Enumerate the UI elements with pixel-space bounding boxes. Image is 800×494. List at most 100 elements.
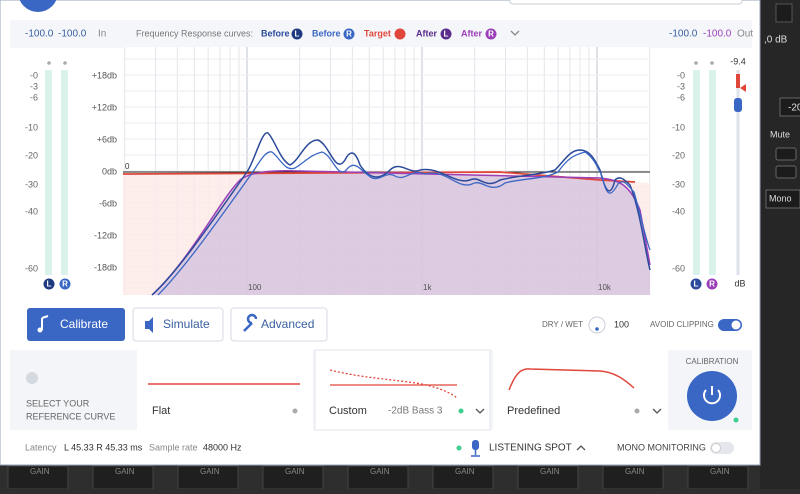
host-fader-box xyxy=(779,97,800,117)
host-side xyxy=(760,0,800,489)
reference-prompt: REFERENCE CURVE xyxy=(26,411,115,421)
gain-thumb[interactable] xyxy=(734,98,742,112)
toggle-knob xyxy=(731,320,741,330)
meter-led xyxy=(47,61,51,65)
gain-label: GAIN xyxy=(710,467,730,476)
meter-scale: -10 xyxy=(25,122,38,132)
y-labels: +18db +12db +6db 0db -6db -12db -18db xyxy=(92,70,117,272)
input-meter: -0-3-6 -10 -20 -30 -40 -60 L R xyxy=(25,61,71,290)
chevron[interactable] xyxy=(576,445,586,451)
host-button[interactable] xyxy=(775,3,793,23)
out-label: Out xyxy=(737,29,753,40)
legend-badge-text: R xyxy=(488,30,494,39)
meter-scale: -10 xyxy=(672,122,685,132)
legend-name[interactable]: Target xyxy=(364,28,391,38)
status-dot xyxy=(456,445,462,451)
predefined-label: Predefined xyxy=(507,405,560,417)
mic-icon xyxy=(471,450,480,457)
legend-name[interactable]: After xyxy=(416,28,437,38)
gain-label: GAIN xyxy=(625,467,645,476)
avoid-clipping-label: AVOID CLIPPING xyxy=(650,320,714,329)
meter-scale: -30 xyxy=(25,179,38,189)
legend-name[interactable]: Before xyxy=(261,28,290,38)
meter-led xyxy=(694,61,698,65)
calibrate-button[interactable] xyxy=(27,308,125,341)
info-icon xyxy=(26,372,38,384)
dry-wet-label: DRY / WET xyxy=(542,320,583,329)
flat-label: Flat xyxy=(152,405,170,417)
chevron[interactable] xyxy=(475,408,485,414)
latency-value: L 45.33 R 45.33 ms xyxy=(64,442,143,452)
curves-label: Frequency Response curves: xyxy=(136,28,253,38)
output-unit: dB xyxy=(734,278,745,288)
gain-label: GAIN xyxy=(200,467,220,476)
listening-spot[interactable]: LISTENING SPOT xyxy=(489,443,572,454)
dry-wet-value: 100 xyxy=(614,319,629,329)
meter-scale: -30 xyxy=(672,179,685,189)
logo xyxy=(19,0,57,12)
legend-badge-text: R xyxy=(346,30,352,39)
meter-bar xyxy=(61,70,68,275)
channel-label: R xyxy=(709,280,715,289)
meter-scale: -40 xyxy=(672,206,685,216)
out-right: -100.0 xyxy=(703,29,732,40)
meter-scale: -6 xyxy=(677,92,685,102)
simulate-button[interactable] xyxy=(132,307,224,342)
before-r-curve xyxy=(157,151,651,296)
dry-wet-knob[interactable] xyxy=(588,316,606,334)
status-dot xyxy=(458,408,464,414)
status-dot xyxy=(634,408,640,414)
calibration-button[interactable] xyxy=(687,371,737,421)
status-bar xyxy=(10,432,752,462)
host-mixer: GAIN GAIN GAIN GAIN GAIN GAIN GAIN GAIN GAIN xyxy=(7,465,749,490)
meter-scale: -3 xyxy=(30,81,38,91)
predefined-preview xyxy=(508,368,635,391)
custom-label: Custom xyxy=(329,405,367,417)
y-label: +12db xyxy=(92,102,117,112)
gain-label: GAIN xyxy=(115,467,135,476)
meter-scale: -20 xyxy=(25,150,38,160)
y-label: 0db xyxy=(102,166,117,176)
meter-scale: -20 xyxy=(672,150,685,160)
legend-name[interactable]: Before xyxy=(312,28,341,38)
host-mute[interactable]: Mute xyxy=(770,129,790,139)
meter-scale: -0 xyxy=(30,70,38,80)
output-gain: -9.4 xyxy=(730,56,746,66)
calibration-label: CALIBRATION xyxy=(686,357,739,366)
note-icon xyxy=(37,327,43,333)
predefined-card[interactable] xyxy=(493,350,668,430)
chevron[interactable] xyxy=(652,408,662,414)
gain-label: GAIN xyxy=(540,467,560,476)
preset-box[interactable] xyxy=(509,0,743,5)
legend-chevron[interactable] xyxy=(510,30,520,36)
channel-label: L xyxy=(694,280,699,289)
custom-card[interactable] xyxy=(314,349,491,431)
host-toggle[interactable] xyxy=(775,147,797,161)
knob-dot xyxy=(595,327,599,331)
meter-bar xyxy=(45,70,52,275)
meter-scale: -0 xyxy=(677,70,685,80)
gain-label: GAIN xyxy=(370,467,390,476)
legend-badge xyxy=(440,28,452,40)
legend-badge-text: L xyxy=(295,30,300,39)
target-curve xyxy=(122,171,636,183)
flat-card[interactable] xyxy=(137,350,313,430)
host-mono-box[interactable] xyxy=(765,189,800,209)
output-meter: -0-3-6 -10 -20 -30 -40 -60 L R xyxy=(672,61,718,290)
custom-preset: -2dB Bass 3 xyxy=(388,406,443,417)
host-level: ,0 dB xyxy=(764,35,788,46)
after-fill xyxy=(152,170,650,295)
legend-badge xyxy=(394,28,406,40)
host-fader: -20 xyxy=(788,103,800,114)
x-label: 10k xyxy=(598,283,612,292)
host-toggle[interactable] xyxy=(775,165,797,179)
before-l-curve xyxy=(151,132,651,296)
after-curve xyxy=(151,170,651,296)
mono-monitoring-label: MONO MONITORING xyxy=(617,442,706,452)
channel-badge xyxy=(59,278,71,290)
x-labels: 100 1k 10k xyxy=(248,283,612,292)
legend-name[interactable]: After xyxy=(461,28,482,38)
gain-label: GAIN xyxy=(285,467,305,476)
gain-label: GAIN xyxy=(455,467,475,476)
